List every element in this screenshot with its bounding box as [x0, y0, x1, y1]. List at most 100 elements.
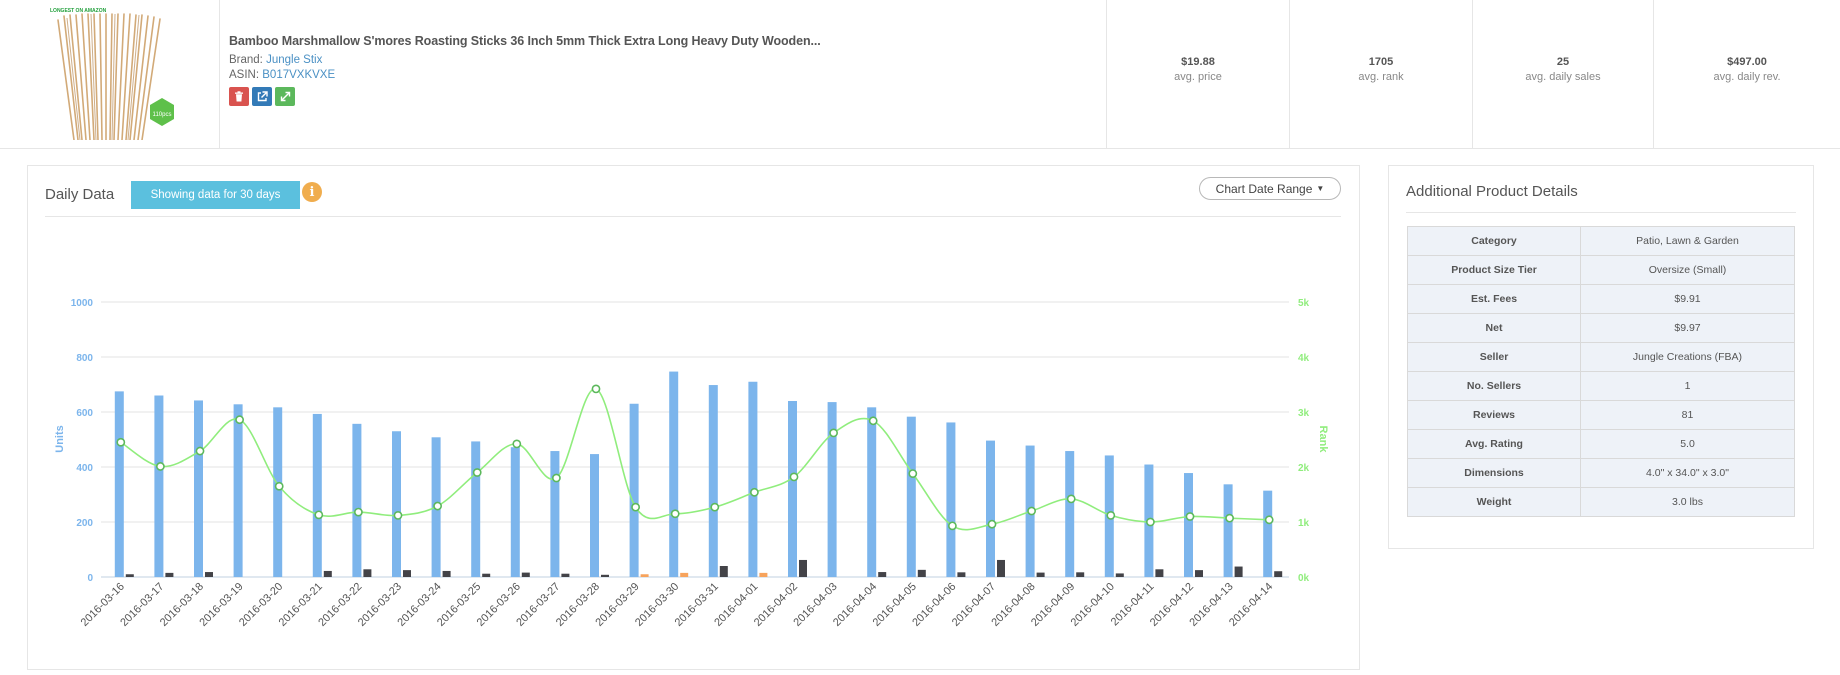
details-value: 1: [1580, 371, 1795, 401]
units-bar: [273, 407, 283, 577]
asin-link[interactable]: B017VXKVXE: [262, 69, 336, 81]
image-banner-text: LONGEST ON AMAZON: [50, 8, 107, 14]
units-bar: [946, 422, 956, 577]
stat-avg-daily-sales: 25 avg. daily sales: [1472, 0, 1653, 149]
open-external-button[interactable]: [252, 87, 272, 106]
details-key: Category: [1407, 226, 1581, 256]
units-bar: [708, 385, 718, 577]
y-tick-label: 800: [76, 353, 93, 364]
rank-point: [710, 502, 720, 512]
units-bar: [194, 400, 203, 577]
secondary-bar: [799, 559, 807, 577]
units-bar: [669, 371, 679, 577]
rank-point: [908, 469, 918, 478]
rank-point: [195, 446, 205, 456]
secondary-bar: [917, 569, 926, 577]
range-button-label: Chart Date Range: [1215, 181, 1313, 196]
rank-point: [1027, 506, 1036, 516]
expand-button[interactable]: [275, 87, 295, 106]
details-value: Jungle Creations (FBA): [1580, 342, 1795, 372]
units-bar: [312, 413, 322, 577]
units-bar: [510, 447, 520, 577]
secondary-bar: [759, 572, 768, 577]
rank-point: [829, 428, 838, 438]
rank-point: [750, 487, 759, 497]
details-row: Est. Fees $9.91: [1407, 284, 1795, 314]
stat-value: 1705: [1368, 56, 1394, 68]
units-bar: [748, 381, 758, 577]
rank-point: [591, 384, 601, 394]
rank-line: [120, 388, 1270, 531]
secondary-bar: [997, 559, 1005, 577]
details-value: $9.91: [1580, 284, 1795, 314]
rank-point: [868, 416, 878, 426]
chart-date-range-button[interactable]: Chart Date Range ▼: [1199, 177, 1341, 200]
rank-point: [1146, 517, 1155, 527]
panel-divider: [45, 216, 1341, 217]
product-title[interactable]: Bamboo Marshmallow S'mores Roasting Stic…: [229, 34, 821, 48]
details-value: Oversize (Small): [1580, 255, 1795, 285]
secondary-bar: [878, 572, 887, 577]
details-row: Avg. Rating 5.0: [1407, 429, 1795, 459]
units-bar: [114, 391, 124, 577]
details-value: 81: [1580, 400, 1795, 430]
y2-tick-label: 3k: [1298, 408, 1310, 419]
secondary-bar: [601, 574, 609, 577]
secondary-bar: [719, 566, 728, 577]
rank-point: [1066, 494, 1076, 504]
details-row: Reviews 81: [1407, 400, 1795, 430]
stat-value: $497.00: [1727, 56, 1767, 68]
secondary-bar: [640, 574, 649, 577]
delete-button[interactable]: [229, 87, 249, 106]
secondary-bar: [165, 572, 174, 577]
stat-label: avg. daily sales: [1525, 71, 1601, 83]
details-key: No. Sellers: [1407, 371, 1581, 401]
rank-point: [1106, 510, 1116, 520]
rank-point: [631, 502, 640, 512]
asin-label: ASIN:: [229, 69, 260, 81]
details-row: Product Size Tier Oversize (Small): [1407, 255, 1795, 285]
stat-label: avg. rank: [1358, 71, 1404, 83]
secondary-bar: [561, 573, 570, 577]
image-badge-text: 110pcs: [153, 112, 172, 118]
y-tick-label: 200: [76, 518, 93, 529]
rank-point: [116, 437, 126, 447]
secondary-bar: [1155, 569, 1164, 577]
stat-label: avg. price: [1174, 71, 1222, 83]
units-bar: [154, 395, 164, 577]
details-value: 5.0: [1580, 429, 1795, 459]
y2-tick-label: 0k: [1298, 573, 1310, 584]
y2-tick-label: 2k: [1298, 463, 1310, 474]
details-title: Additional Product Details: [1406, 183, 1578, 200]
details-key: Reviews: [1407, 400, 1581, 430]
details-value: $9.97: [1580, 313, 1795, 343]
stat-label: avg. daily rev.: [1713, 71, 1781, 83]
daily-data-chart[interactable]: 020040060080010000k1k2k3k4k5k2016-03-162…: [28, 166, 1361, 671]
panel-title: Daily Data: [45, 186, 115, 203]
details-value: Patio, Lawn & Garden: [1580, 226, 1795, 256]
rank-point: [670, 509, 680, 519]
rank-point: [353, 507, 363, 517]
y2-tick-label: 5k: [1298, 298, 1310, 309]
secondary-bar: [442, 570, 451, 577]
rank-point: [393, 510, 403, 520]
secondary-bar: [205, 572, 213, 577]
stat-avg-rank: 1705 avg. rank: [1289, 0, 1472, 149]
units-bar: [1065, 451, 1075, 577]
details-key: Product Size Tier: [1407, 255, 1581, 285]
rank-point: [512, 439, 522, 449]
showing-data-badge[interactable]: Showing data for 30 days: [131, 181, 300, 209]
secondary-bar: [521, 572, 530, 577]
info-icon[interactable]: i: [302, 182, 322, 202]
rank-point: [1264, 515, 1274, 525]
units-bar: [590, 454, 599, 577]
details-key: Est. Fees: [1407, 284, 1581, 314]
brand-link[interactable]: Jungle Stix: [266, 54, 323, 66]
units-bar: [233, 404, 243, 577]
brand-label: Brand:: [229, 54, 263, 66]
rank-point: [987, 519, 997, 529]
units-bar: [827, 402, 837, 577]
details-key: Dimensions: [1407, 458, 1581, 488]
product-image[interactable]: LONGEST ON AMAZON 110pcs: [44, 2, 184, 141]
divider: [219, 0, 220, 149]
